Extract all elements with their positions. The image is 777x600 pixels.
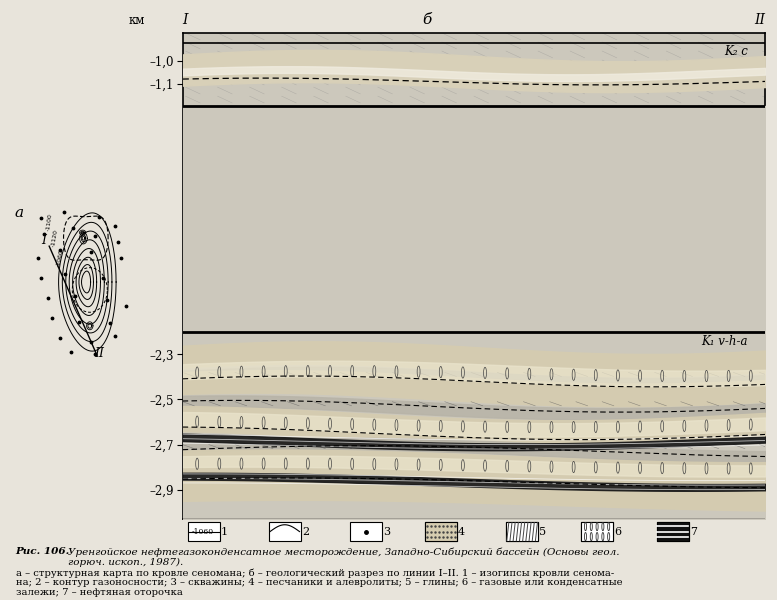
Text: -1100: -1100 bbox=[46, 213, 54, 231]
Bar bbox=[188, 522, 220, 541]
Bar bbox=[425, 522, 457, 541]
Text: а: а bbox=[14, 206, 23, 220]
Bar bbox=[350, 522, 382, 541]
Text: 3: 3 bbox=[383, 527, 390, 536]
Text: -1060: -1060 bbox=[191, 527, 214, 536]
Bar bbox=[657, 522, 688, 541]
Text: 2: 2 bbox=[301, 527, 309, 536]
Text: I: I bbox=[183, 13, 188, 27]
Text: км: км bbox=[128, 14, 145, 27]
Text: I: I bbox=[41, 234, 46, 247]
Bar bbox=[506, 522, 538, 541]
Text: 5: 5 bbox=[539, 527, 546, 536]
Text: горюч. ископ., 1987).: горюч. ископ., 1987). bbox=[68, 558, 183, 567]
Text: а – структурная карта по кровле сеномана; б – геологический разрез по линии I–II: а – структурная карта по кровле сеномана… bbox=[16, 569, 614, 578]
Bar bbox=[425, 522, 457, 541]
Bar bbox=[506, 522, 538, 541]
Text: залежи; 7 – нефтяная оторочка: залежи; 7 – нефтяная оторочка bbox=[16, 588, 183, 597]
Text: на; 2 – контур газоносности; 3 – скважины; 4 – песчаники и алевролиты; 5 – глины: на; 2 – контур газоносности; 3 – скважин… bbox=[16, 578, 622, 587]
Text: -1060: -1060 bbox=[56, 248, 64, 267]
Text: 6: 6 bbox=[615, 527, 622, 536]
Bar bbox=[269, 522, 301, 541]
Text: Уренгойское нефтегазоконденсатное месторождение, Западно-Сибирский бассейн (Осно: Уренгойское нефтегазоконденсатное местор… bbox=[68, 547, 620, 557]
Text: 7: 7 bbox=[690, 527, 697, 536]
Text: II: II bbox=[754, 13, 765, 27]
Bar bbox=[657, 522, 688, 541]
Text: 4: 4 bbox=[458, 527, 465, 536]
Text: 1: 1 bbox=[221, 527, 228, 536]
Bar bbox=[581, 522, 613, 541]
Text: Рис. 106.: Рис. 106. bbox=[16, 547, 70, 556]
Text: K₁ v-h-a: K₁ v-h-a bbox=[702, 335, 747, 349]
Text: б: б bbox=[423, 13, 432, 27]
Text: -1120: -1120 bbox=[51, 229, 59, 247]
Bar bbox=[581, 522, 613, 541]
Text: II: II bbox=[94, 347, 104, 360]
Text: K₂ c: K₂ c bbox=[724, 44, 747, 58]
